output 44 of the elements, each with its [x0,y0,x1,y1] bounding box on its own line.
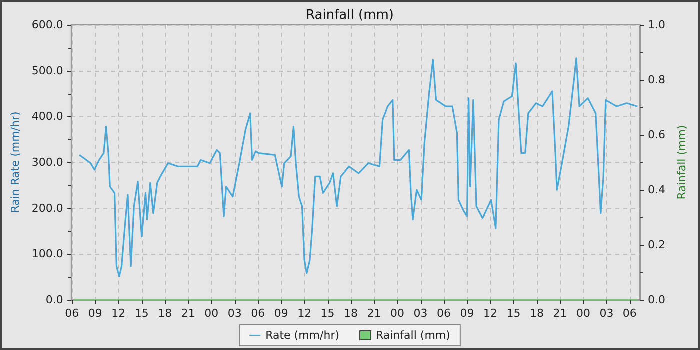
y-tick-label: 400.0 [32,110,64,124]
y2-tick-label: 0.8 [648,74,666,86]
x-tick-label: 00 [204,307,219,320]
x-tick-label: 18 [344,307,358,320]
y-axis-title: Rain Rate (mm/hr) [9,112,22,214]
x-tick-label: 18 [158,307,172,320]
x-tick-label: 09 [460,307,474,320]
x-tick-label: 12 [483,307,498,320]
x-tick-label: 00 [390,307,405,320]
x-tick-label: 15 [320,307,335,320]
y-tick-label: 300.0 [32,156,64,169]
x-tick-label: 21 [367,307,382,320]
x-tick-label: 12 [112,307,126,320]
x-tick-label: 12 [298,307,312,320]
x-tick-label: 06 [622,307,637,320]
line-series [78,58,638,278]
x-tick-label: 06 [65,307,80,320]
y-tick-label: 200.0 [32,202,64,215]
x-tick-label: 15 [506,307,521,320]
x-tick-label: 09 [88,307,102,320]
y2-tick-label: 0.4 [648,184,666,196]
y2-axis-title: Rainfall (mm) [675,125,688,200]
y-tick-label: 500.0 [32,64,64,78]
y-tick-label: 600.0 [32,18,64,32]
x-tick-label: 18 [530,307,544,320]
x-tick-label: 21 [181,307,196,320]
chart-title: Rainfall (mm) [306,8,394,23]
x-tick-label: 15 [134,307,149,320]
y2-tick-label: 0.6 [648,128,666,142]
x-tick-label: 00 [576,307,590,320]
x-tick-label: 09 [274,307,288,320]
legend-label: Rainfall (mm) [376,329,450,342]
y-tick-label: 100.0 [32,248,64,261]
y-tick-label: 0.0 [46,294,64,306]
x-tick-label: 03 [228,307,242,320]
x-tick-label: 06 [251,307,266,320]
x-tick-label: 03 [414,307,428,320]
y2-tick-label: 1.0 [648,18,666,32]
x-tick-label: 21 [553,307,568,320]
y2-tick-label: 0.0 [648,294,666,306]
x-tick-label: 06 [437,307,452,320]
y2-tick-label: 0.2 [648,238,666,252]
x-tick-label: 03 [600,307,614,320]
legend-label: Rate (mm/hr) [266,329,340,342]
